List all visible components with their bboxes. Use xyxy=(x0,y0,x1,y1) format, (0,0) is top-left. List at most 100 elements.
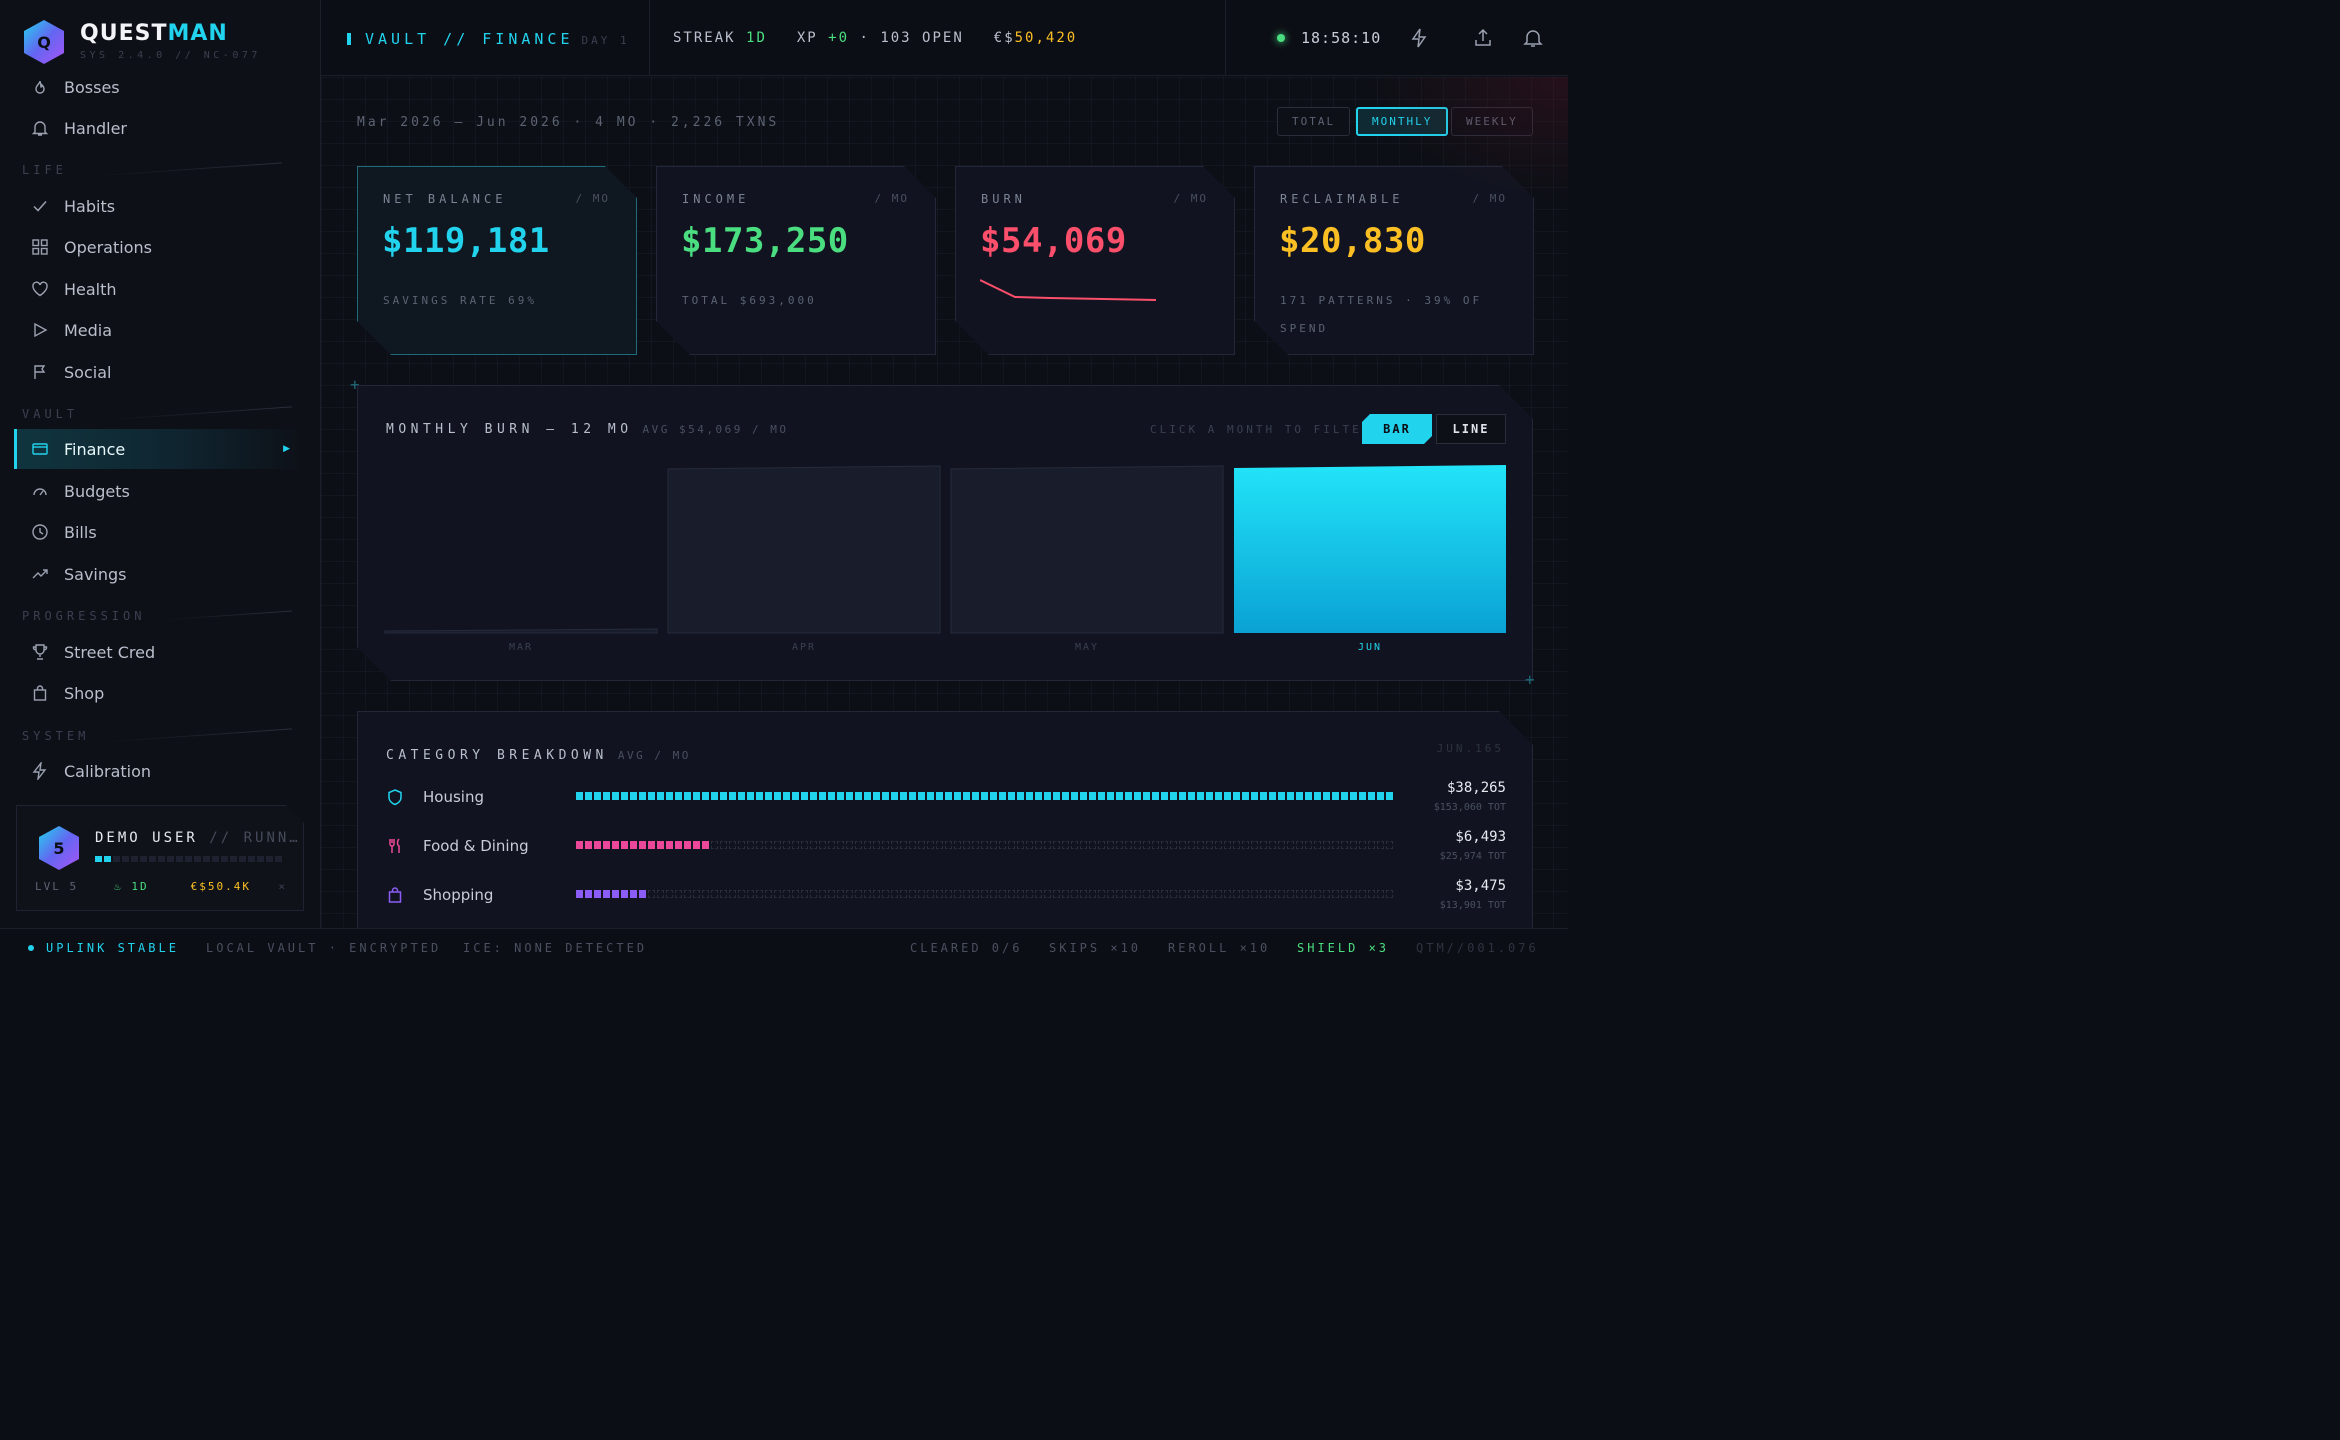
sidebar: Q QUESTMAN SYS 2.4.0 // NC-077 Bosses Ha… xyxy=(0,0,321,928)
close-icon[interactable]: × xyxy=(278,880,287,893)
date-range: Mar 2026 – Jun 2026 · 4 MO · 2,226 TXNS xyxy=(357,115,780,130)
kpi-income[interactable]: INCOME / MO $173,250 TOTAL $693,000 xyxy=(656,166,936,355)
view-total-button[interactable]: TOTAL xyxy=(1277,107,1351,136)
top-bar: VAULT // FINANCE DAY 1 STREAK 1D XP +0 · … xyxy=(321,0,1568,76)
kpi-value: $173,250 xyxy=(681,221,849,261)
sidebar-item-shop[interactable]: Shop xyxy=(14,673,304,713)
sidebar-item-handler[interactable]: Handler xyxy=(14,108,304,148)
sidebar-item-street-cred[interactable]: Street Cred xyxy=(14,632,304,672)
user-card[interactable]: 5 DEMO USER // RUNN… LVL 5 ♨ 1D €$50.4K … xyxy=(16,805,304,911)
reroll-count: REROLL ×10 xyxy=(1168,941,1271,955)
sidebar-item-label: Handler xyxy=(64,118,127,138)
line-mode-button[interactable]: LINE xyxy=(1436,414,1506,444)
bar-label-may[interactable]: MAY xyxy=(1074,642,1100,653)
bar-jun[interactable] xyxy=(1234,465,1506,633)
sidebar-item-calibration[interactable]: Calibration xyxy=(14,751,304,791)
nav-section-progression: PROGRESSION xyxy=(22,609,292,623)
share-icon[interactable] xyxy=(1472,27,1494,49)
kpi-label: BURN xyxy=(981,192,1026,206)
kpi-sub: 171 PATTERNS · 39% OF SPEND xyxy=(1280,294,1483,335)
bar-may[interactable] xyxy=(950,465,1224,634)
bar-apr[interactable] xyxy=(667,465,941,634)
kpi-burn[interactable]: BURN / MO $54,069 xyxy=(955,166,1235,355)
user-coins: €$50.4K xyxy=(190,880,251,893)
grid-icon xyxy=(30,237,50,257)
bolt-icon xyxy=(30,761,50,781)
burn-bar-chart xyxy=(384,465,1506,634)
vault-status: LOCAL VAULT · ENCRYPTED xyxy=(206,941,442,955)
kpi-value: $54,069 xyxy=(980,221,1127,261)
sidebar-item-label: Budgets xyxy=(64,481,130,501)
bar-label-mar[interactable]: MAR xyxy=(508,642,534,653)
day-counter: DAY 1 xyxy=(581,34,630,47)
kpi-unit: / MO xyxy=(1472,192,1507,205)
user-meta: LVL 5 ♨ 1D €$50.4K × xyxy=(35,880,287,893)
sidebar-item-habits[interactable]: Habits xyxy=(14,186,304,226)
category-total: $25,974 TOT xyxy=(1439,851,1506,862)
bar-mar[interactable] xyxy=(384,628,658,634)
sidebar-item-social[interactable]: Social xyxy=(14,352,304,392)
bar-label-jun[interactable]: JUN xyxy=(1357,642,1383,653)
streak-stat: STREAK 1D xyxy=(673,30,767,46)
sidebar-item-label: Media xyxy=(64,320,113,340)
sidebar-item-finance[interactable]: Finance ▶ xyxy=(14,429,304,469)
sidebar-item-operations[interactable]: Operations xyxy=(14,227,304,267)
skips-count: SKIPS ×10 xyxy=(1049,941,1142,955)
category-amount: $38,265 xyxy=(1446,780,1506,796)
flame-icon xyxy=(30,77,50,97)
category-row-shopping[interactable]: Shopping $3,475 $13,901 TOT xyxy=(386,878,1506,918)
sidebar-item-media[interactable]: Media xyxy=(14,310,304,350)
kpi-label: NET BALANCE xyxy=(383,192,507,206)
kpi-unit: / MO xyxy=(874,192,909,205)
bar-label-apr[interactable]: APR xyxy=(791,642,817,653)
user-name: DEMO USER // RUNN… xyxy=(95,830,301,846)
gauge-icon xyxy=(30,481,50,501)
user-streak: ♨ 1D xyxy=(114,880,149,893)
brand[interactable]: Q QUESTMAN SYS 2.4.0 // NC-077 xyxy=(20,18,261,66)
sidebar-item-label: Social xyxy=(64,362,112,382)
uplink-status: UPLINK STABLE xyxy=(28,941,179,955)
category-bar xyxy=(576,841,1396,849)
sidebar-item-bills[interactable]: Bills xyxy=(14,512,304,552)
kpi-sub: SAVINGS RATE 69% xyxy=(383,294,537,307)
version-label: QTM//001.076 xyxy=(1416,941,1539,955)
sidebar-item-budgets[interactable]: Budgets xyxy=(14,471,304,511)
burn-sparkline xyxy=(980,279,1157,301)
panel-corner-label: JUN.165 xyxy=(1436,742,1504,755)
sidebar-item-bosses[interactable]: Bosses xyxy=(14,67,304,107)
wallet-icon xyxy=(30,439,50,459)
category-row-food-dining[interactable]: Food & Dining $6,493 $25,974 TOT xyxy=(386,829,1506,869)
user-level: LVL 5 xyxy=(35,880,79,893)
check-icon xyxy=(30,196,50,216)
kpi-reclaimable[interactable]: RECLAIMABLE / MO $20,830 171 PATTERNS · … xyxy=(1254,166,1534,355)
sidebar-item-label: Calibration xyxy=(64,761,152,781)
category-amount: $6,493 xyxy=(1455,829,1506,845)
sidebar-item-savings[interactable]: Savings xyxy=(14,554,304,594)
bell-icon[interactable] xyxy=(1522,27,1544,49)
view-monthly-button[interactable]: MONTHLY xyxy=(1356,107,1449,136)
category-row-housing[interactable]: Housing $38,265 $153,060 TOT xyxy=(386,780,1506,820)
view-weekly-button[interactable]: WEEKLY xyxy=(1451,107,1533,136)
heart-icon xyxy=(30,279,50,299)
crosshair-decor: + xyxy=(1525,670,1535,689)
bag-icon xyxy=(388,887,402,903)
sidebar-item-label: Operations xyxy=(64,237,152,257)
sidebar-item-health[interactable]: Health xyxy=(14,269,304,309)
cleared-count: CLEARED 0/6 xyxy=(910,941,1023,955)
active-arrow-icon: ▶ xyxy=(283,444,290,454)
flag-icon xyxy=(30,362,50,382)
app-title: QUESTMAN xyxy=(80,21,228,46)
monthly-burn-panel: MONTHLY BURN — 12 MO AVG $54,069 / MO CLI… xyxy=(357,385,1533,681)
breadcrumb: VAULT // FINANCE DAY 1 xyxy=(347,30,630,48)
sidebar-item-label: Bills xyxy=(64,522,97,542)
credits-stat: €$50,420 xyxy=(993,30,1078,46)
category-name: Food & Dining xyxy=(423,837,529,855)
bar-mode-button[interactable]: BAR xyxy=(1362,414,1432,444)
kpi-value: $119,181 xyxy=(382,221,550,261)
category-amount: $3,475 xyxy=(1455,878,1506,894)
nav-section-vault: VAULT xyxy=(22,406,292,421)
kpi-net-balance[interactable]: NET BALANCE / MO $119,181 SAVINGS RATE 6… xyxy=(357,166,637,355)
bolt-icon[interactable] xyxy=(1408,27,1430,49)
ice-status: ICE: NONE DETECTED xyxy=(463,941,648,955)
status-bar: UPLINK STABLE LOCAL VAULT · ENCRYPTED IC… xyxy=(0,928,1568,965)
